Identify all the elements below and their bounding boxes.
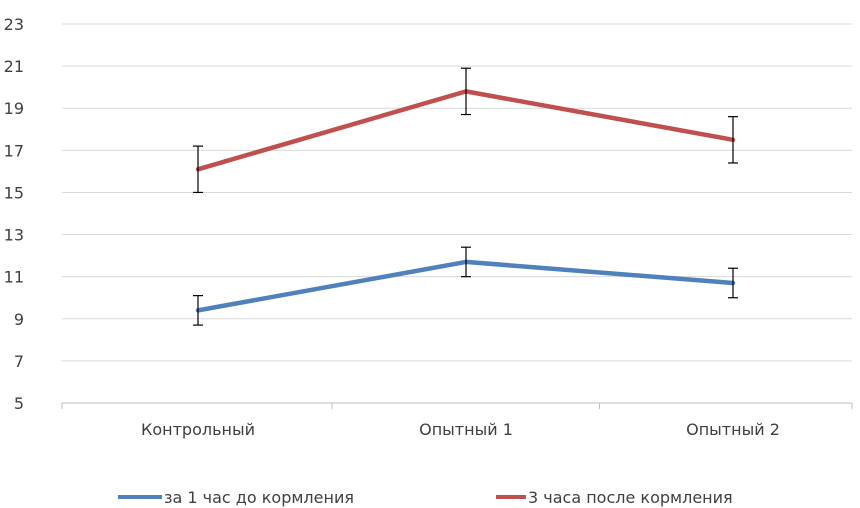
y-tick-label: 11	[4, 268, 24, 287]
error-bar	[461, 67, 471, 116]
y-tick-label: 5	[14, 394, 24, 413]
legend-item: 3 часа после кормления	[496, 488, 733, 507]
x-tick-label: Опытный 2	[686, 420, 780, 439]
legend-label: за 1 час до кормления	[164, 488, 354, 507]
y-tick-label: 13	[4, 226, 24, 245]
grid-lines	[62, 23, 852, 362]
y-tick-label: 9	[14, 310, 24, 329]
x-tick-label: Контрольный	[141, 420, 255, 439]
error-bar	[193, 145, 203, 194]
error-bar	[728, 116, 738, 164]
series-lines	[195, 89, 736, 313]
y-tick-label: 15	[4, 183, 24, 202]
y-tick-label: 21	[4, 57, 24, 76]
error-bar	[193, 295, 203, 326]
x-axis	[61, 402, 853, 409]
error-bars	[193, 67, 738, 326]
error-bar	[728, 267, 738, 299]
legend-label: 3 часа после кормления	[528, 488, 733, 507]
y-tick-label: 19	[4, 99, 24, 118]
y-axis-tick-labels: 5 7 9 11 13 15 17 19 21 23	[4, 15, 24, 413]
legend: за 1 час до кормления 3 часа после кормле…	[118, 488, 733, 507]
y-tick-label: 17	[4, 141, 24, 160]
y-tick-label: 7	[14, 352, 24, 371]
x-tick-label: Опытный 1	[419, 420, 513, 439]
x-axis-tick-labels: Контрольный Опытный 1 Опытный 2	[141, 420, 780, 439]
y-tick-label: 23	[4, 15, 24, 34]
legend-item: за 1 час до кормления	[118, 488, 354, 507]
error-bar	[461, 246, 471, 278]
